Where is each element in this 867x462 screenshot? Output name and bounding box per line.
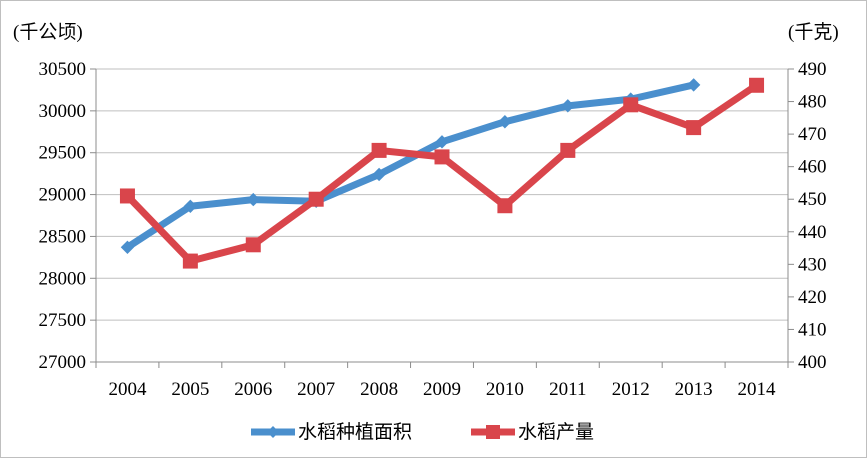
left-tick-label: 30500 <box>39 59 87 80</box>
legend-label: 水稻种植面积 <box>298 421 412 443</box>
left-axis-unit-label: (千公顷) <box>13 21 83 43</box>
left-tick-label: 28000 <box>39 268 87 289</box>
right-tick-label: 400 <box>798 352 827 373</box>
x-tick-label: 2013 <box>675 379 713 400</box>
x-tick-label: 2005 <box>171 379 209 400</box>
data-point-diamond <box>120 240 135 255</box>
right-tick-label: 480 <box>798 92 827 113</box>
x-tick-label: 2004 <box>108 379 147 400</box>
series-2 <box>119 77 765 269</box>
x-tick-label: 2012 <box>612 379 650 400</box>
right-tick-label: 460 <box>798 157 827 178</box>
x-tick-label: 2010 <box>486 379 524 400</box>
data-point-diamond <box>372 167 386 182</box>
left-axis-ticks: 27000 27500 28000 28500 29000 29500 30000 30500 <box>39 59 96 373</box>
left-tick-label: 27000 <box>39 352 87 373</box>
data-point-square <box>245 237 261 253</box>
left-tick-label: 29000 <box>39 185 87 206</box>
left-tick-label: 30000 <box>39 101 87 122</box>
data-point-square <box>371 142 387 158</box>
legend-entry-2: 水稻产量 <box>471 421 594 443</box>
left-tick-label: 27500 <box>39 310 87 331</box>
legend: 水稻种植面积 水稻产量 <box>251 421 594 443</box>
data-point-square <box>119 188 135 204</box>
series-layer <box>119 77 765 269</box>
data-point-square <box>308 191 324 207</box>
left-tick-label: 29500 <box>39 143 87 164</box>
x-axis-ticks: 2004 2005 2006 2007 2008 2009 2010 2011 2012 2013… <box>95 362 789 400</box>
data-point-diamond <box>561 99 575 113</box>
legend-marker-diamond <box>267 426 279 438</box>
x-tick-label: 2007 <box>297 379 335 400</box>
right-tick-label: 490 <box>798 59 827 80</box>
data-point-square <box>623 97 639 113</box>
right-tick-label: 470 <box>798 124 827 145</box>
right-tick-label: 440 <box>798 222 827 243</box>
data-point-square <box>434 149 450 165</box>
right-tick-label: 450 <box>798 189 827 210</box>
data-point-square <box>560 142 576 158</box>
right-tick-label: 430 <box>798 254 827 275</box>
axes <box>95 69 789 363</box>
data-point-diamond <box>435 135 449 149</box>
right-axis-ticks: 400 410 420 430 440 450 460 470 480 490 <box>788 59 827 373</box>
left-tick-label: 28500 <box>39 226 87 247</box>
data-point-diamond <box>686 78 701 92</box>
series-line <box>123 81 761 265</box>
gridlines <box>96 68 788 321</box>
legend-label: 水稻产量 <box>518 421 594 443</box>
x-tick-label: 2008 <box>360 379 398 400</box>
series-line <box>123 81 698 251</box>
x-tick-label: 2009 <box>423 379 461 400</box>
data-point-diamond <box>498 115 512 129</box>
x-tick-label: 2006 <box>234 379 272 400</box>
data-point-square <box>497 198 513 214</box>
right-tick-label: 410 <box>798 319 827 340</box>
data-point-square <box>749 77 765 93</box>
right-axis-unit-label: (千克) <box>788 21 839 43</box>
x-tick-label: 2014 <box>738 379 777 400</box>
right-tick-label: 420 <box>798 287 827 308</box>
x-tick-label: 2011 <box>549 379 586 400</box>
data-point-diamond <box>183 199 198 213</box>
data-point-square <box>182 253 198 269</box>
data-point-square <box>686 120 702 136</box>
series-1 <box>120 78 701 255</box>
legend-marker-square <box>486 425 500 439</box>
legend-entry-1: 水稻种植面积 <box>251 421 412 443</box>
data-point-diamond <box>246 192 260 207</box>
